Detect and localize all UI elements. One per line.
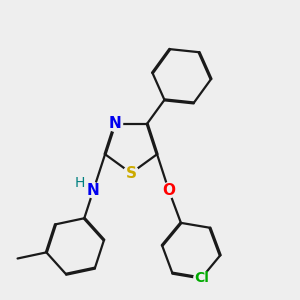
Text: O: O <box>162 183 175 198</box>
Circle shape <box>161 183 176 198</box>
Circle shape <box>124 166 139 181</box>
Text: H: H <box>75 176 85 190</box>
Circle shape <box>74 176 86 189</box>
Circle shape <box>86 183 101 198</box>
Text: S: S <box>126 166 136 181</box>
Text: N: N <box>109 116 122 131</box>
Text: Cl: Cl <box>194 271 209 285</box>
Circle shape <box>194 271 209 286</box>
Text: N: N <box>87 183 100 198</box>
Circle shape <box>107 116 123 131</box>
